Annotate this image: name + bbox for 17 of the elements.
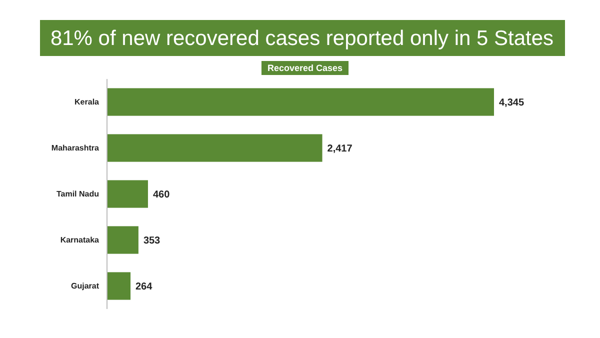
y-tick-label: Tamil Nadu <box>56 190 100 199</box>
y-tick-label: Maharashtra <box>51 144 100 153</box>
y-tick-label: Kerala <box>74 98 100 107</box>
y-tick-label: Karnataka <box>60 236 100 245</box>
chart-title: 81% of new recovered cases reported only in 5 States <box>50 27 554 50</box>
data-label: 353 <box>143 236 161 246</box>
data-label: 4,345 <box>499 98 524 108</box>
data-label: 2,417 <box>327 144 353 154</box>
chart-subtitle: Recovered Cases <box>267 63 343 73</box>
bar <box>107 88 494 116</box>
y-tick-label: Gujarat <box>70 282 100 291</box>
bar <box>107 226 138 254</box>
bar <box>107 272 131 300</box>
bar <box>107 134 322 162</box>
data-label: 460 <box>152 190 170 200</box>
data-label: 264 <box>136 282 153 292</box>
bar <box>107 180 148 208</box>
